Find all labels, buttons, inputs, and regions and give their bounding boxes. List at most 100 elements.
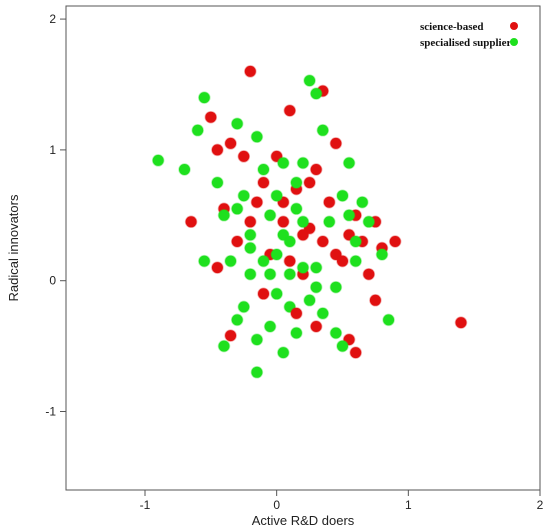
point-science-based (224, 137, 237, 150)
legend-label: specialised supplier (420, 37, 511, 49)
x-tick-label: 1 (405, 498, 412, 512)
point-specialised-supplier (277, 346, 290, 359)
point-specialised-supplier (362, 215, 376, 229)
point-specialised-supplier (270, 287, 283, 301)
point-science-based (303, 176, 316, 189)
point-science-based (454, 316, 468, 329)
y-tick-label: 2 (49, 12, 56, 26)
y-axis-title: Radical innovators (6, 194, 21, 301)
point-specialised-supplier (336, 189, 349, 202)
point-science-based (336, 254, 349, 268)
point-specialised-supplier (309, 261, 323, 274)
point-science-based (277, 215, 290, 229)
point-specialised-supplier (211, 176, 224, 189)
point-science-based (184, 215, 198, 229)
y-tick-label: 0 (49, 274, 56, 288)
point-science-based (211, 261, 224, 274)
point-science-based (211, 143, 224, 157)
plot-frame (65, 5, 541, 491)
point-science-based (316, 235, 330, 248)
point-specialised-supplier (336, 339, 349, 353)
point-specialised-supplier (263, 267, 277, 281)
point-specialised-supplier (290, 176, 303, 189)
point-specialised-supplier (323, 215, 336, 229)
legend-label: science-based (420, 21, 484, 33)
point-science-based (309, 320, 323, 333)
point-science-based (290, 307, 303, 320)
x-tick-label: 0 (273, 498, 280, 512)
point-science-based (244, 65, 257, 78)
point-science-based (388, 235, 402, 248)
point-specialised-supplier (375, 248, 389, 261)
point-specialised-supplier (250, 333, 264, 346)
point-specialised-supplier (151, 154, 165, 167)
point-specialised-supplier (224, 254, 237, 268)
point-specialised-supplier (198, 91, 211, 104)
point-specialised-supplier (244, 267, 257, 281)
point-specialised-supplier (217, 209, 231, 222)
point-specialised-supplier (349, 254, 362, 268)
point-specialised-supplier (257, 254, 270, 268)
point-specialised-supplier (244, 228, 257, 242)
point-specialised-supplier (230, 117, 244, 130)
point-specialised-supplier (263, 209, 277, 222)
point-specialised-supplier (296, 261, 310, 274)
point-science-based (250, 195, 264, 209)
point-specialised-supplier (303, 294, 316, 307)
x-axis-title: Active R&D doers (252, 513, 355, 528)
point-science-based (362, 267, 376, 281)
point-specialised-supplier (270, 189, 283, 202)
point-science-based (369, 294, 382, 307)
point-specialised-supplier (237, 189, 251, 202)
point-science-based (244, 215, 257, 229)
point-specialised-supplier (356, 195, 369, 209)
point-specialised-supplier (316, 307, 330, 320)
point-specialised-supplier (349, 235, 362, 248)
point-specialised-supplier (263, 320, 277, 333)
point-specialised-supplier (342, 156, 356, 170)
ticks-layer: -1 0 1 2 -1 0 1 2 (45, 12, 543, 512)
point-science-based (323, 195, 336, 209)
point-science-based (283, 104, 297, 117)
point-specialised-supplier (303, 74, 316, 87)
point-specialised-supplier (250, 366, 264, 379)
point-specialised-supplier (382, 313, 395, 327)
point-specialised-supplier (290, 202, 303, 216)
point-science-based (309, 163, 323, 176)
point-science-based (204, 110, 218, 124)
point-specialised-supplier (290, 326, 303, 340)
point-science-based (257, 287, 270, 301)
point-specialised-supplier (329, 326, 343, 340)
point-specialised-supplier (217, 339, 231, 353)
point-science-based (329, 137, 343, 150)
x-tick-label: 2 (537, 498, 544, 512)
point-science-based (257, 176, 270, 189)
point-specialised-supplier (283, 267, 297, 281)
point-science-based (224, 329, 237, 342)
point-specialised-supplier (296, 156, 310, 170)
point-science-based (237, 150, 251, 163)
point-specialised-supplier (244, 241, 257, 255)
legend-marker (510, 22, 518, 30)
point-specialised-supplier (198, 254, 211, 268)
points-layer (151, 65, 468, 379)
point-specialised-supplier (178, 163, 191, 176)
point-specialised-supplier (237, 300, 251, 314)
point-specialised-supplier (230, 313, 244, 327)
y-tick-label: 1 (49, 143, 56, 157)
point-specialised-supplier (270, 248, 283, 261)
point-specialised-supplier (309, 280, 323, 294)
point-specialised-supplier (296, 215, 310, 229)
point-specialised-supplier (342, 209, 356, 222)
point-specialised-supplier (257, 163, 270, 176)
y-tick-label: -1 (45, 405, 56, 419)
point-science-based (283, 254, 297, 268)
point-science-based (230, 235, 244, 248)
point-specialised-supplier (316, 124, 330, 137)
point-specialised-supplier (283, 235, 297, 248)
point-specialised-supplier (309, 87, 323, 100)
legend: science-based specialised supplier (420, 21, 518, 49)
point-specialised-supplier (329, 280, 343, 294)
point-specialised-supplier (230, 202, 244, 216)
